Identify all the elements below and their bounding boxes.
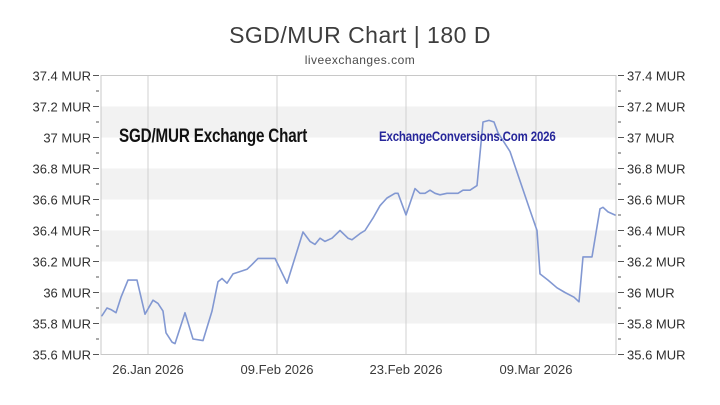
y-axis-label-left: 36 MUR [43,285,91,300]
y-axis-label-left: 35.8 MUR [32,316,91,331]
x-axis-label: 09.Mar 2026 [499,362,573,377]
x-axis-label: 09.Feb 2026 [240,362,314,377]
y-axis-label-right: 36.4 MUR [627,223,686,238]
y-axis-label-right: 37.2 MUR [627,99,686,114]
page-title: SGD/MUR Chart | 180 D [229,22,491,48]
y-axis-label-left: 37.2 MUR [32,99,91,114]
y-axis-label-left: 36.8 MUR [32,161,91,176]
grid-band [101,261,616,293]
watermark-text: ExchangeConversions.Com 2026 [379,128,556,144]
chart-inner-title: SGD/MUR Exchange Chart [119,126,308,147]
y-axis-label-right: 37.4 MUR [627,68,686,83]
y-axis-label-right: 35.6 MUR [627,347,686,362]
grid-band [101,106,616,138]
y-axis-label-left: 37.4 MUR [32,68,91,83]
grid-band [101,292,616,324]
y-axis-label-right: 35.8 MUR [627,316,686,331]
grid-band [101,75,616,107]
y-axis-label-left: 37 MUR [43,130,91,145]
grid-band [101,168,616,200]
x-axis-label: 26.Jan 2026 [112,362,184,377]
grid-band [101,199,616,231]
page-subtitle: liveexchanges.com [304,53,416,67]
y-axis-label-left: 35.6 MUR [32,347,91,362]
y-axis-label-left: 36.2 MUR [32,254,91,269]
plot-border [100,75,617,355]
grid-band [101,137,616,169]
y-axis-label-right: 36.8 MUR [627,161,686,176]
grid-band [101,323,616,355]
y-axis-label-right: 36 MUR [627,285,675,300]
y-axis-label-right: 36.2 MUR [627,254,686,269]
y-axis-label-right: 37 MUR [627,130,675,145]
y-axis-label-right: 36.6 MUR [627,192,686,207]
y-axis-label-left: 36.4 MUR [32,223,91,238]
x-axis-label: 23.Feb 2026 [369,362,443,377]
rate-line-series [101,119,616,345]
y-axis-label-left: 36.6 MUR [32,192,91,207]
